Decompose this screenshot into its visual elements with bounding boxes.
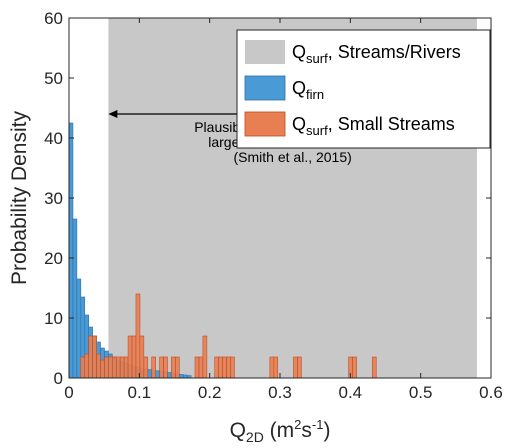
surf-bar — [104, 356, 109, 379]
surf-bar — [371, 356, 377, 379]
firn-bar — [68, 122, 74, 379]
surf-bar — [135, 293, 141, 379]
surf-bar — [163, 356, 168, 379]
surf-bar — [214, 356, 219, 379]
surf-bar — [151, 356, 156, 379]
legend-label-main: Q — [292, 78, 306, 98]
surf-bar — [92, 335, 97, 379]
x-tick-label: 0 — [64, 383, 73, 402]
surf-bar — [269, 356, 275, 379]
legend-label-main: Q — [292, 42, 306, 62]
surf-bar — [218, 356, 223, 379]
firn-bar — [76, 278, 82, 379]
x-tick-label: 0.3 — [268, 383, 292, 402]
y-tick-label: 60 — [44, 9, 63, 28]
x-label-sub: 2D — [246, 429, 264, 445]
x-axis-label: Q2D (m2s-1) — [230, 417, 331, 445]
surf-bar — [119, 356, 125, 379]
y-tick-label: 20 — [44, 249, 63, 268]
y-tick-label: 10 — [44, 309, 63, 328]
firn-bar — [167, 372, 172, 379]
legend-label: Qfirn — [292, 78, 324, 102]
legend-swatch — [244, 111, 286, 137]
axes-layer: 0 0.1 0.2 0.3 0.4 0.5 0.6 0 10 20 30 40 50 60 — [44, 9, 503, 402]
surf-bar — [84, 353, 89, 379]
surf-bar — [222, 356, 227, 379]
x-label-sup-2: -1 — [312, 417, 324, 432]
surf-bar — [100, 359, 105, 379]
surf-bar — [226, 356, 231, 379]
surf-bar — [159, 356, 164, 379]
legend-swatch — [244, 75, 286, 101]
x-tick-label: 0.2 — [198, 383, 222, 402]
surf-bar — [96, 353, 101, 379]
y-tick-label: 30 — [44, 189, 63, 208]
surf-bar — [293, 356, 298, 379]
y-tick-label: 50 — [44, 69, 63, 88]
surf-bar — [80, 356, 86, 379]
legend-label-main: Q — [292, 114, 306, 134]
surf-bar — [175, 356, 180, 379]
x-tick-label: 0.6 — [479, 383, 503, 402]
surf-bar — [143, 356, 149, 379]
annotation-line: (Smith et al., 2015) — [234, 149, 352, 165]
x-label-units-post: ) — [323, 419, 330, 442]
surf-bar — [127, 335, 133, 379]
x-label-units-mid: s — [301, 419, 312, 442]
x-tick-label: 0.1 — [128, 383, 152, 402]
firn-bar — [72, 218, 78, 379]
surf-bar — [171, 356, 176, 379]
surf-bar — [88, 335, 93, 379]
firn-bar — [147, 369, 153, 379]
surf-bar — [108, 356, 113, 379]
firn-bar — [178, 374, 184, 379]
legend-label: Qsurf, Streams/Rivers — [292, 42, 461, 66]
surf-bar — [131, 335, 137, 379]
surf-bar — [139, 335, 145, 379]
y-tick-label: 40 — [44, 129, 63, 148]
surf-bar — [273, 356, 279, 379]
surf-bar — [123, 356, 129, 379]
legend-label-rest: , Small Streams — [328, 114, 455, 134]
legend-swatch — [245, 40, 285, 64]
x-label-units-pre: (m — [264, 419, 294, 442]
y-axis-label: Probability Density — [8, 111, 31, 285]
surf-bar — [198, 356, 204, 379]
legend-label-sub: firn — [306, 87, 324, 102]
legend-label-sub: surf — [306, 51, 328, 66]
legend-label-sub: surf — [306, 123, 328, 138]
x-tick-label: 0.4 — [339, 383, 363, 402]
y-tick-label: 0 — [54, 369, 63, 388]
firn-bar — [155, 370, 160, 379]
surf-bar — [352, 356, 357, 379]
legend-label: Qsurf, Small Streams — [292, 114, 455, 138]
legend-label-rest: , Streams/Rivers — [328, 42, 461, 62]
annotation-arrowhead-left — [108, 110, 118, 118]
x-label-sup-1: 2 — [294, 417, 301, 432]
surf-bar — [230, 356, 235, 379]
surf-bar — [115, 356, 121, 379]
x-label-main: Q — [230, 419, 246, 442]
surf-bar — [194, 356, 200, 379]
x-tick-label: 0.5 — [409, 383, 433, 402]
surf-bar — [112, 356, 117, 379]
surf-bar — [202, 335, 208, 379]
surf-bar — [297, 356, 302, 379]
